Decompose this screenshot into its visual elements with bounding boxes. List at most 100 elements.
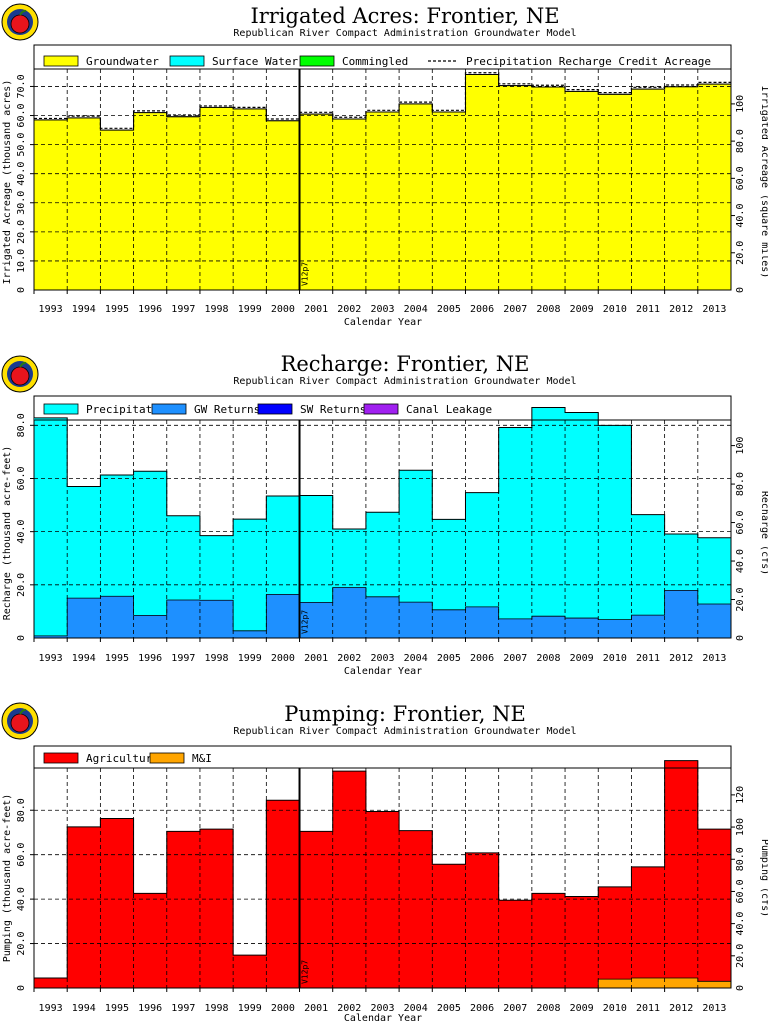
plot-frame bbox=[33, 767, 732, 989]
bar-precipitation bbox=[299, 495, 334, 603]
x-tick-label: 1994 bbox=[72, 1003, 96, 1014]
x-tick-label: 2007 bbox=[503, 304, 527, 315]
x-tick-label: 1993 bbox=[39, 653, 63, 664]
bar-precipitation bbox=[432, 519, 466, 610]
y-right-tick-label: 60.0 bbox=[735, 879, 746, 903]
recharge-chart: Recharge: Frontier, NE Republican River … bbox=[1, 352, 768, 677]
bar-agricultural bbox=[631, 866, 666, 978]
component-boundary bbox=[34, 74, 731, 131]
bar-agricultural bbox=[233, 955, 267, 988]
bar-agricultural bbox=[697, 829, 732, 982]
bar-groundwater bbox=[100, 130, 134, 290]
bar-gw-returns bbox=[332, 587, 367, 638]
bar-groundwater bbox=[498, 85, 533, 290]
bar-agricultural bbox=[199, 829, 234, 988]
x-tick-label: 1995 bbox=[105, 304, 129, 315]
legend-swatch bbox=[149, 752, 185, 764]
bar-gw-returns bbox=[299, 602, 334, 638]
apple-icon bbox=[10, 366, 30, 386]
x-tick-label: 2006 bbox=[470, 1003, 494, 1014]
y-tick-label: 80.0 bbox=[16, 798, 27, 822]
leaf-icon bbox=[19, 708, 27, 715]
legend: Groundwater Surface Water Commingled Precip… bbox=[43, 55, 711, 68]
y-tick-label: 20.0 bbox=[16, 220, 27, 244]
bar-groundwater bbox=[233, 108, 267, 290]
legend-swatch bbox=[257, 403, 293, 415]
bar-agricultural bbox=[664, 760, 699, 978]
x-tick-label: 2011 bbox=[636, 304, 660, 315]
x-tick-label: 1994 bbox=[72, 653, 96, 664]
legend-label: SW Returns bbox=[300, 403, 366, 416]
x-tick-label: 1999 bbox=[238, 653, 262, 664]
bar-groundwater bbox=[266, 120, 300, 290]
legend-swatch bbox=[169, 55, 205, 67]
bar-precipitation bbox=[697, 537, 732, 604]
bar-gw-returns bbox=[531, 616, 566, 638]
y-right-zero-label: 0 bbox=[735, 985, 746, 991]
plot-frame bbox=[33, 68, 732, 291]
y-tick-label: 40.0 bbox=[16, 887, 27, 911]
x-tick-label: 2013 bbox=[702, 653, 726, 664]
y-right-zero-label: 0 bbox=[735, 287, 746, 293]
logo bbox=[1, 702, 39, 740]
legend-label: Precipitation Recharge Credit Acreage bbox=[466, 55, 711, 68]
x-tick-label: 2010 bbox=[603, 1003, 627, 1014]
bar-gw-returns bbox=[199, 600, 234, 638]
x-tick-label: 2011 bbox=[636, 653, 660, 664]
chart-title: Recharge: Frontier, NE bbox=[281, 352, 530, 376]
legend-swatch bbox=[43, 403, 79, 415]
bar-agricultural bbox=[34, 978, 68, 988]
y-tick-label: 10.0 bbox=[16, 249, 27, 273]
x-tick-label: 2004 bbox=[404, 304, 428, 315]
x-tick-label: 1993 bbox=[39, 1003, 63, 1014]
bar-m-i bbox=[664, 978, 699, 988]
apple-icon bbox=[10, 713, 30, 733]
chart-title: Pumping: Frontier, NE bbox=[284, 702, 526, 726]
bar-groundwater bbox=[166, 116, 201, 290]
bar-agricultural bbox=[67, 826, 101, 988]
plot-area: 20.0 40.0 60.0 80.0 20.0 40.0 60.0 80.0 100 120 0 0… bbox=[16, 760, 746, 1014]
y-right-tick-label: 20.0 bbox=[735, 587, 746, 611]
bar-agricultural bbox=[100, 818, 134, 988]
bar-gw-returns bbox=[365, 596, 400, 638]
x-tick-label: 1994 bbox=[72, 304, 96, 315]
y-tick-label: 60.0 bbox=[16, 103, 27, 127]
bar-precipitation bbox=[199, 535, 234, 601]
bar-gw-returns bbox=[266, 594, 300, 638]
bar-agricultural bbox=[133, 893, 168, 988]
x-tick-label: 2008 bbox=[536, 304, 560, 315]
legend-box bbox=[33, 44, 732, 70]
bar-groundwater bbox=[399, 103, 433, 290]
x-tick-label: 2012 bbox=[669, 653, 693, 664]
x-tick-label: 1996 bbox=[138, 1003, 162, 1014]
bar-groundwater bbox=[332, 119, 367, 290]
x-tick-label: 2000 bbox=[271, 1003, 295, 1014]
bar-agricultural bbox=[565, 896, 599, 988]
bar-gw-returns bbox=[631, 615, 666, 638]
y-right-tick-label: 120 bbox=[735, 786, 746, 804]
x-tick-label: 2007 bbox=[503, 1003, 527, 1014]
logo bbox=[1, 3, 39, 41]
bar-precipitation bbox=[631, 514, 666, 616]
x-tick-label: 2000 bbox=[271, 304, 295, 315]
bar-gw-returns bbox=[133, 615, 168, 638]
bar-precipitation bbox=[166, 515, 201, 600]
x-tick-label: 2005 bbox=[437, 653, 461, 664]
bar-gw-returns bbox=[697, 603, 732, 638]
legend-label: M&I bbox=[192, 752, 212, 765]
x-tick-label: 2001 bbox=[304, 304, 328, 315]
bar-m-i bbox=[631, 978, 666, 988]
total-outline bbox=[34, 760, 731, 979]
y-axis-right-label: Pumping (cfs) bbox=[759, 839, 768, 917]
bar-groundwater bbox=[365, 112, 400, 291]
component-boundary bbox=[34, 587, 731, 637]
apple-icon bbox=[10, 14, 30, 34]
bar-groundwater bbox=[432, 112, 466, 291]
y-tick-label: 20.0 bbox=[16, 932, 27, 956]
bar-precipitation bbox=[365, 512, 400, 597]
bar-agricultural bbox=[432, 864, 466, 988]
bar-gw-returns bbox=[34, 635, 68, 638]
plot-frame bbox=[33, 419, 732, 639]
legend-swatch bbox=[363, 403, 399, 415]
bar-precipitation bbox=[266, 496, 300, 595]
